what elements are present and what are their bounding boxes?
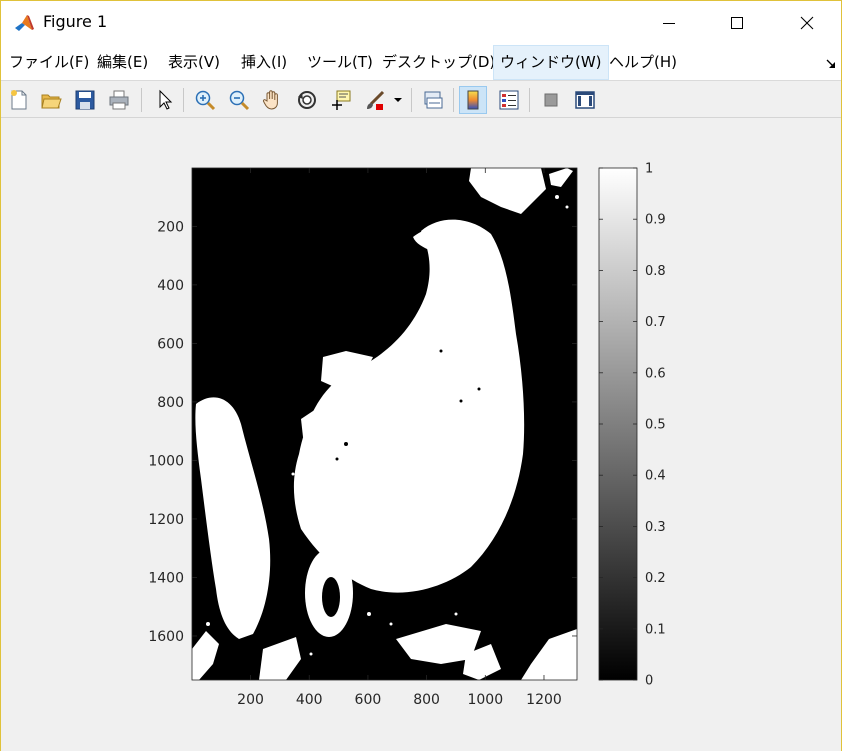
- colorbar-gradient: [598, 167, 638, 681]
- menu-view[interactable]: 表示(V): [168, 53, 220, 71]
- matlab-logo-icon: [13, 13, 35, 35]
- zoom-out-icon: [229, 90, 250, 111]
- menu-tools[interactable]: ツール(T): [307, 53, 373, 71]
- minimize-button[interactable]: [646, 1, 692, 45]
- colorbar-tick-label: 0.8: [645, 264, 666, 279]
- show-plot-tools-button[interactable]: [571, 86, 599, 114]
- edit-plot-button[interactable]: [151, 86, 179, 114]
- minimize-icon: [663, 23, 675, 24]
- insert-colorbar-button[interactable]: [459, 86, 487, 114]
- open-file-icon: [41, 94, 62, 109]
- colorbar[interactable]: 0 0.1 0.2 0.3 0.4 0.5 0.6 0.7 0.8 0.9 1: [598, 162, 666, 689]
- title-bar[interactable]: Figure 1: [1, 1, 841, 45]
- colorbar-tick-label: 0.1: [645, 622, 666, 637]
- link-plot-icon: [424, 91, 443, 109]
- figure-toolbar: [1, 82, 841, 118]
- close-icon: [800, 16, 814, 30]
- save-icon: [75, 90, 95, 110]
- brush-dropdown-icon: [394, 98, 402, 102]
- save-button[interactable]: [71, 86, 99, 114]
- menu-bar: ファイル(F) 編集(E) 表示(V) 挿入(I) ツール(T) デスクトップ(…: [1, 45, 841, 81]
- colorbar-tick-label: 0.7: [645, 315, 666, 330]
- x-axis: 200 400 600 800 1000 1200: [237, 168, 562, 708]
- colorbar-tick-label: 0: [645, 674, 653, 689]
- colorbar-tick-label: 0.3: [645, 520, 666, 535]
- new-figure-icon: [11, 90, 27, 110]
- maximize-icon: [731, 17, 743, 29]
- toolbar-separator: [183, 88, 184, 112]
- colorbar-tick-label: 0.2: [645, 571, 666, 586]
- colorbar-tick-label: 0.6: [645, 366, 666, 381]
- show-plot-tools-icon: [575, 91, 595, 109]
- menu-help[interactable]: ヘルプ(H): [609, 53, 677, 71]
- zoom-in-button[interactable]: [191, 86, 219, 114]
- pan-hand-icon: [262, 90, 278, 110]
- image-axes[interactable]: 200 400 600 800 1000 1200 200 400 600 800 1000 120…: [148, 167, 578, 708]
- figure-canvas[interactable]: 200 400 600 800 1000 1200 200 400 600 800 1000 120…: [1, 119, 841, 751]
- open-file-button[interactable]: [37, 86, 65, 114]
- x-tick-label: 600: [355, 692, 382, 708]
- hide-plot-tools-button[interactable]: [537, 86, 565, 114]
- colorbar-tick-label: 0.5: [645, 418, 666, 433]
- data-cursor-icon: [332, 90, 351, 110]
- y-tick-label: 1400: [148, 570, 184, 586]
- y-tick-label: 1200: [148, 512, 184, 528]
- colorbar-axis: 0 0.1 0.2 0.3 0.4 0.5 0.6 0.7 0.8 0.9 1: [599, 162, 666, 689]
- brush-icon: [367, 90, 385, 110]
- zoom-in-icon: [195, 90, 216, 111]
- y-tick-label: 1600: [148, 629, 184, 645]
- brush-button[interactable]: [361, 86, 389, 114]
- hide-plot-tools-icon: [544, 93, 558, 107]
- new-figure-button[interactable]: [5, 86, 33, 114]
- close-button[interactable]: [784, 1, 830, 45]
- toolbar-separator: [141, 88, 142, 112]
- y-tick-label: 800: [157, 395, 184, 411]
- x-tick-label: 200: [237, 692, 264, 708]
- insert-colorbar-icon: [467, 90, 479, 110]
- menu-file[interactable]: ファイル(F): [9, 53, 90, 71]
- colorbar-tick-label: 1: [645, 162, 653, 177]
- toolbar-separator: [453, 88, 454, 112]
- x-tick-label: 1000: [467, 692, 503, 708]
- dock-arrow-icon[interactable]: [825, 58, 837, 70]
- y-tick-label: 1000: [148, 453, 184, 469]
- y-tick-label: 400: [157, 278, 184, 294]
- x-tick-label: 800: [413, 692, 440, 708]
- window-title: Figure 1: [43, 12, 108, 31]
- rotate-3d-icon: [298, 91, 316, 109]
- binary-mask-image: [192, 168, 577, 680]
- menu-edit[interactable]: 編集(E): [97, 53, 149, 71]
- menu-desktop[interactable]: デスクトップ(D): [382, 53, 496, 71]
- colorbar-tick-label: 0.9: [645, 213, 666, 228]
- y-tick-label: 200: [157, 219, 184, 235]
- pan-button[interactable]: [259, 86, 287, 114]
- data-cursor-button[interactable]: [327, 86, 355, 114]
- image-axes-frame: [191, 167, 578, 681]
- y-tick-label: 600: [157, 336, 184, 352]
- print-button[interactable]: [105, 86, 133, 114]
- plot-area[interactable]: 200 400 600 800 1000 1200 2004006008001000120…: [1, 119, 841, 751]
- zoom-out-button[interactable]: [225, 86, 253, 114]
- toolbar-separator: [411, 88, 412, 112]
- print-icon: [109, 90, 129, 110]
- brush-dropdown-button[interactable]: [391, 86, 405, 114]
- edit-plot-pointer-icon: [159, 89, 173, 110]
- colorbar-tick-label: 0.4: [645, 469, 666, 484]
- menu-window[interactable]: ウィンドウ(W): [493, 45, 609, 80]
- y-axis: 200 400 600 800 1000 1200 1400 1600: [148, 219, 577, 645]
- insert-legend-icon: [499, 90, 519, 110]
- x-tick-label: 400: [296, 692, 323, 708]
- insert-legend-button[interactable]: [495, 86, 523, 114]
- x-tick-label: 1200: [526, 692, 562, 708]
- menu-insert[interactable]: 挿入(I): [241, 53, 288, 71]
- maximize-button[interactable]: [714, 1, 760, 45]
- link-plot-button[interactable]: [419, 86, 447, 114]
- toolbar-separator: [529, 88, 530, 112]
- rotate-3d-button[interactable]: [293, 86, 321, 114]
